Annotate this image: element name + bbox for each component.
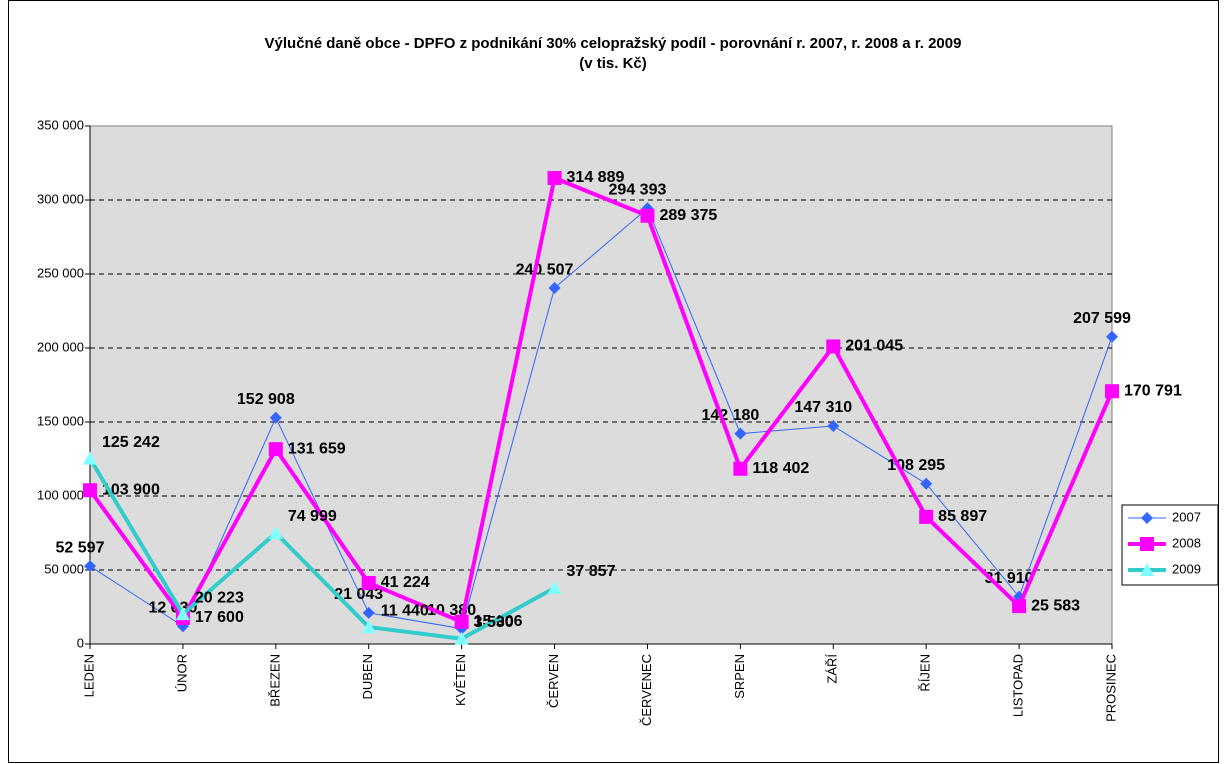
data-label: 289 375 <box>659 207 717 224</box>
legend-label: 2008 <box>1172 535 1201 550</box>
data-label: 142 180 <box>701 407 759 424</box>
data-label: 25 583 <box>1031 597 1080 614</box>
legend-marker <box>1140 563 1154 576</box>
x-tick-label: SRPEN <box>732 654 747 699</box>
point <box>1012 599 1027 614</box>
point <box>362 606 375 619</box>
point <box>361 620 376 634</box>
x-tick-label: ČERVEN <box>546 654 561 708</box>
chart-title: Výlučné daně obce - DPFO z podnikání 30%… <box>265 35 962 52</box>
data-label: 314 889 <box>567 169 625 186</box>
y-tick-label: 50 000 <box>44 561 84 576</box>
point <box>83 483 97 498</box>
series-line <box>89 207 1113 630</box>
legend-marker <box>1140 537 1154 551</box>
data-label: 11 440 <box>381 602 429 619</box>
y-tick-label: 0 <box>77 635 84 650</box>
point <box>547 170 562 185</box>
x-tick-label: ZÁŘÍ <box>825 654 840 684</box>
data-label: 240 507 <box>516 261 574 278</box>
data-label: 170 791 <box>1124 382 1182 399</box>
x-tick-label: ČERVENEC <box>639 654 654 726</box>
point <box>733 461 748 476</box>
chart-subtitle: (v tis. Kč) <box>579 55 647 72</box>
point <box>83 451 97 465</box>
point <box>175 607 190 621</box>
point <box>548 282 561 295</box>
data-label: 52 597 <box>56 539 105 556</box>
point <box>84 560 96 573</box>
y-tick-label: 250 000 <box>37 265 84 280</box>
x-tick-label: KVĚTEN <box>453 654 468 706</box>
point <box>919 509 934 524</box>
y-tick-label: 300 000 <box>37 191 84 206</box>
x-tick-label: LEDEN <box>81 654 96 697</box>
point <box>826 339 841 354</box>
data-label: 85 897 <box>938 508 987 525</box>
data-label: 147 310 <box>794 399 852 416</box>
data-label: 3 530 <box>474 614 514 631</box>
data-label: 103 900 <box>102 481 160 498</box>
data-label: 37 857 <box>567 563 616 580</box>
point <box>1105 384 1119 399</box>
point <box>640 208 655 223</box>
point <box>269 411 282 424</box>
point <box>734 427 747 440</box>
y-tick-label: 150 000 <box>37 413 84 428</box>
point <box>827 419 840 432</box>
point <box>920 477 933 490</box>
data-label: 21 043 <box>334 586 383 603</box>
data-label: 20 223 <box>195 589 244 606</box>
x-tick-label: BŘEZEN <box>267 654 282 707</box>
legend-label: 2007 <box>1172 509 1201 524</box>
x-tick-label: LISTOPAD <box>1011 654 1026 717</box>
data-label: 125 242 <box>102 434 160 451</box>
point <box>547 580 562 594</box>
y-tick-label: 200 000 <box>37 339 84 354</box>
data-label: 294 393 <box>609 182 667 199</box>
data-label: 17 600 <box>195 609 244 626</box>
y-tick-label: 100 000 <box>37 487 84 502</box>
data-label: 201 045 <box>845 338 903 355</box>
data-label: 74 999 <box>288 508 337 525</box>
point <box>268 442 283 457</box>
point <box>361 575 376 590</box>
data-label: 207 599 <box>1073 310 1131 327</box>
point <box>1106 330 1118 343</box>
point <box>454 614 469 629</box>
x-tick-label: PROSINEC <box>1103 654 1118 722</box>
data-label: 41 224 <box>381 574 430 591</box>
legend-marker <box>1141 512 1153 524</box>
point <box>454 631 469 645</box>
plot-area <box>89 125 1113 645</box>
point <box>268 526 283 540</box>
x-tick-label: ÚNOR <box>174 654 189 692</box>
x-tick-label: DUBEN <box>360 654 375 700</box>
series-line <box>88 457 556 641</box>
series-line <box>88 175 1114 625</box>
x-tick-label: ŘÍJEN <box>918 654 933 692</box>
y-tick-label: 350 000 <box>37 117 84 132</box>
data-label: 131 659 <box>288 440 346 457</box>
data-label: 118 402 <box>752 460 809 477</box>
data-label: 152 908 <box>237 391 295 408</box>
legend-label: 2009 <box>1172 561 1201 576</box>
